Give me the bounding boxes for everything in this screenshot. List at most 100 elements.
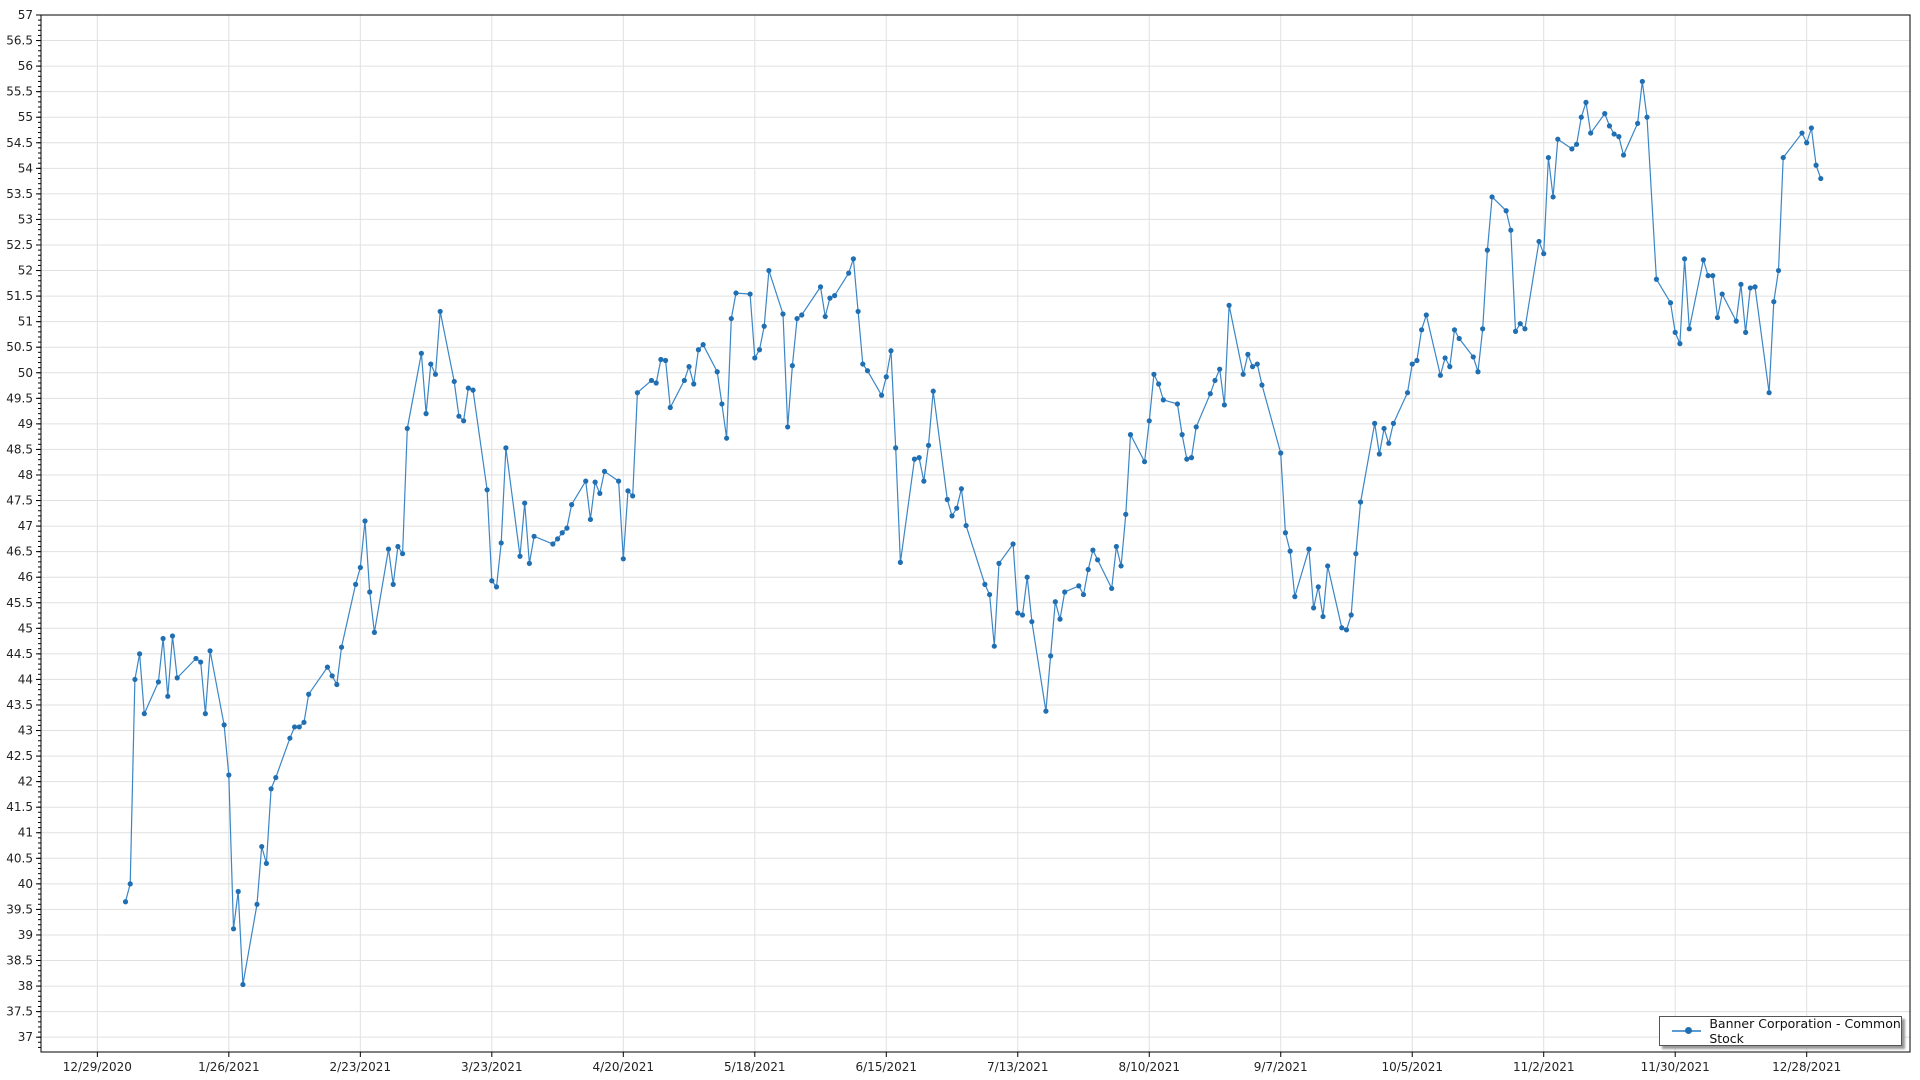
x-tick-label: 12/28/2021 — [1772, 1060, 1841, 1074]
y-tick-label: 42 — [18, 775, 33, 789]
data-point — [1719, 291, 1725, 297]
data-point — [1381, 425, 1387, 432]
data-point — [1212, 377, 1218, 384]
data-point — [301, 719, 307, 725]
data-point — [700, 342, 706, 348]
data-point — [1343, 627, 1350, 633]
data-point — [254, 901, 260, 907]
data-point — [428, 361, 434, 367]
data-point — [273, 774, 279, 781]
data-point — [1019, 612, 1026, 618]
data-point — [616, 478, 622, 484]
data-point — [207, 648, 213, 654]
data-point — [226, 772, 232, 778]
x-tick-label: 10/5/2021 — [1381, 1060, 1443, 1074]
y-tick-label: 45 — [18, 621, 33, 635]
x-tick-label: 5/18/2021 — [724, 1060, 786, 1074]
data-point — [944, 496, 950, 503]
data-point — [789, 363, 795, 369]
data-point — [1404, 390, 1411, 396]
data-point — [362, 518, 368, 524]
data-point — [1419, 327, 1425, 333]
data-point — [1644, 114, 1650, 120]
data-point — [390, 581, 396, 587]
data-point — [592, 479, 598, 485]
y-tick-label: 47 — [18, 519, 33, 533]
data-point — [1245, 351, 1251, 357]
data-point — [1357, 499, 1364, 505]
data-point — [634, 390, 640, 396]
data-point — [1447, 364, 1453, 370]
data-point — [1672, 329, 1678, 335]
y-tick-label: 43 — [18, 724, 33, 738]
data-point — [1188, 455, 1195, 461]
data-point — [1348, 612, 1354, 618]
data-point — [493, 584, 500, 590]
data-point — [1409, 361, 1415, 367]
y-tick-label: 53.5 — [6, 187, 33, 201]
y-tick-label: 44 — [18, 672, 33, 686]
y-tick-label: 48 — [18, 468, 33, 482]
data-point — [780, 311, 786, 317]
data-point — [822, 313, 828, 320]
data-point — [1771, 299, 1777, 305]
data-point — [240, 981, 246, 988]
x-tick-label: 1/26/2021 — [198, 1060, 260, 1074]
data-point — [404, 425, 410, 432]
y-tick-label: 54.5 — [6, 136, 33, 150]
data-point — [1578, 114, 1584, 120]
y-tick-label: 51 — [18, 315, 33, 329]
x-axis: 12/29/2020 1/26/2021 2/23/2021 3/23/2021 4/2… — [63, 1052, 1841, 1074]
data-point — [1174, 401, 1181, 407]
data-point — [1090, 547, 1096, 553]
x-tick-label: 2/23/2021 — [330, 1060, 392, 1074]
data-point — [1442, 355, 1448, 361]
data-point — [1804, 140, 1810, 146]
data-point — [1076, 583, 1082, 589]
data-point — [1217, 366, 1223, 372]
data-point — [1470, 354, 1476, 360]
x-tick-label: 6/15/2021 — [856, 1060, 918, 1074]
data-point — [1292, 594, 1298, 600]
data-point — [1503, 208, 1509, 214]
y-tick-label: 47.5 — [6, 494, 33, 508]
data-point — [489, 578, 495, 584]
data-point — [930, 388, 936, 394]
y-tick-label: 46 — [18, 570, 33, 584]
data-point — [1414, 357, 1420, 364]
data-point — [827, 295, 833, 301]
data-point — [1278, 450, 1284, 456]
data-point — [761, 323, 767, 329]
y-tick-label: 40 — [18, 877, 33, 891]
data-point — [1705, 273, 1711, 279]
data-point — [137, 651, 143, 657]
data-point — [897, 559, 903, 565]
data-point — [766, 267, 772, 274]
data-point — [141, 711, 147, 717]
data-point — [1517, 321, 1523, 327]
data-point — [1113, 543, 1119, 550]
data-point — [864, 368, 871, 374]
data-point — [911, 456, 918, 462]
data-point — [1775, 267, 1782, 274]
data-point — [470, 387, 476, 393]
data-point — [329, 673, 335, 679]
data-point — [1606, 123, 1613, 129]
data-point — [846, 270, 852, 276]
data-point — [817, 284, 824, 290]
data-point — [399, 551, 406, 557]
data-point — [653, 380, 659, 386]
data-point — [888, 348, 894, 354]
data-point — [691, 381, 697, 387]
y-tick-label: 41 — [18, 826, 33, 840]
data-point — [860, 361, 866, 367]
y-axis: 37 37.5 38 38.5 39 39.5 40 40.5 41 41.5 42 42.5 43 43… — [6, 8, 41, 1048]
data-point — [785, 424, 791, 430]
data-point — [550, 541, 556, 547]
y-tick-label: 42.5 — [6, 749, 33, 763]
data-point — [1738, 281, 1744, 287]
data-point — [127, 881, 133, 887]
data-point — [648, 377, 655, 384]
data-point — [296, 724, 302, 730]
data-point — [986, 591, 993, 598]
